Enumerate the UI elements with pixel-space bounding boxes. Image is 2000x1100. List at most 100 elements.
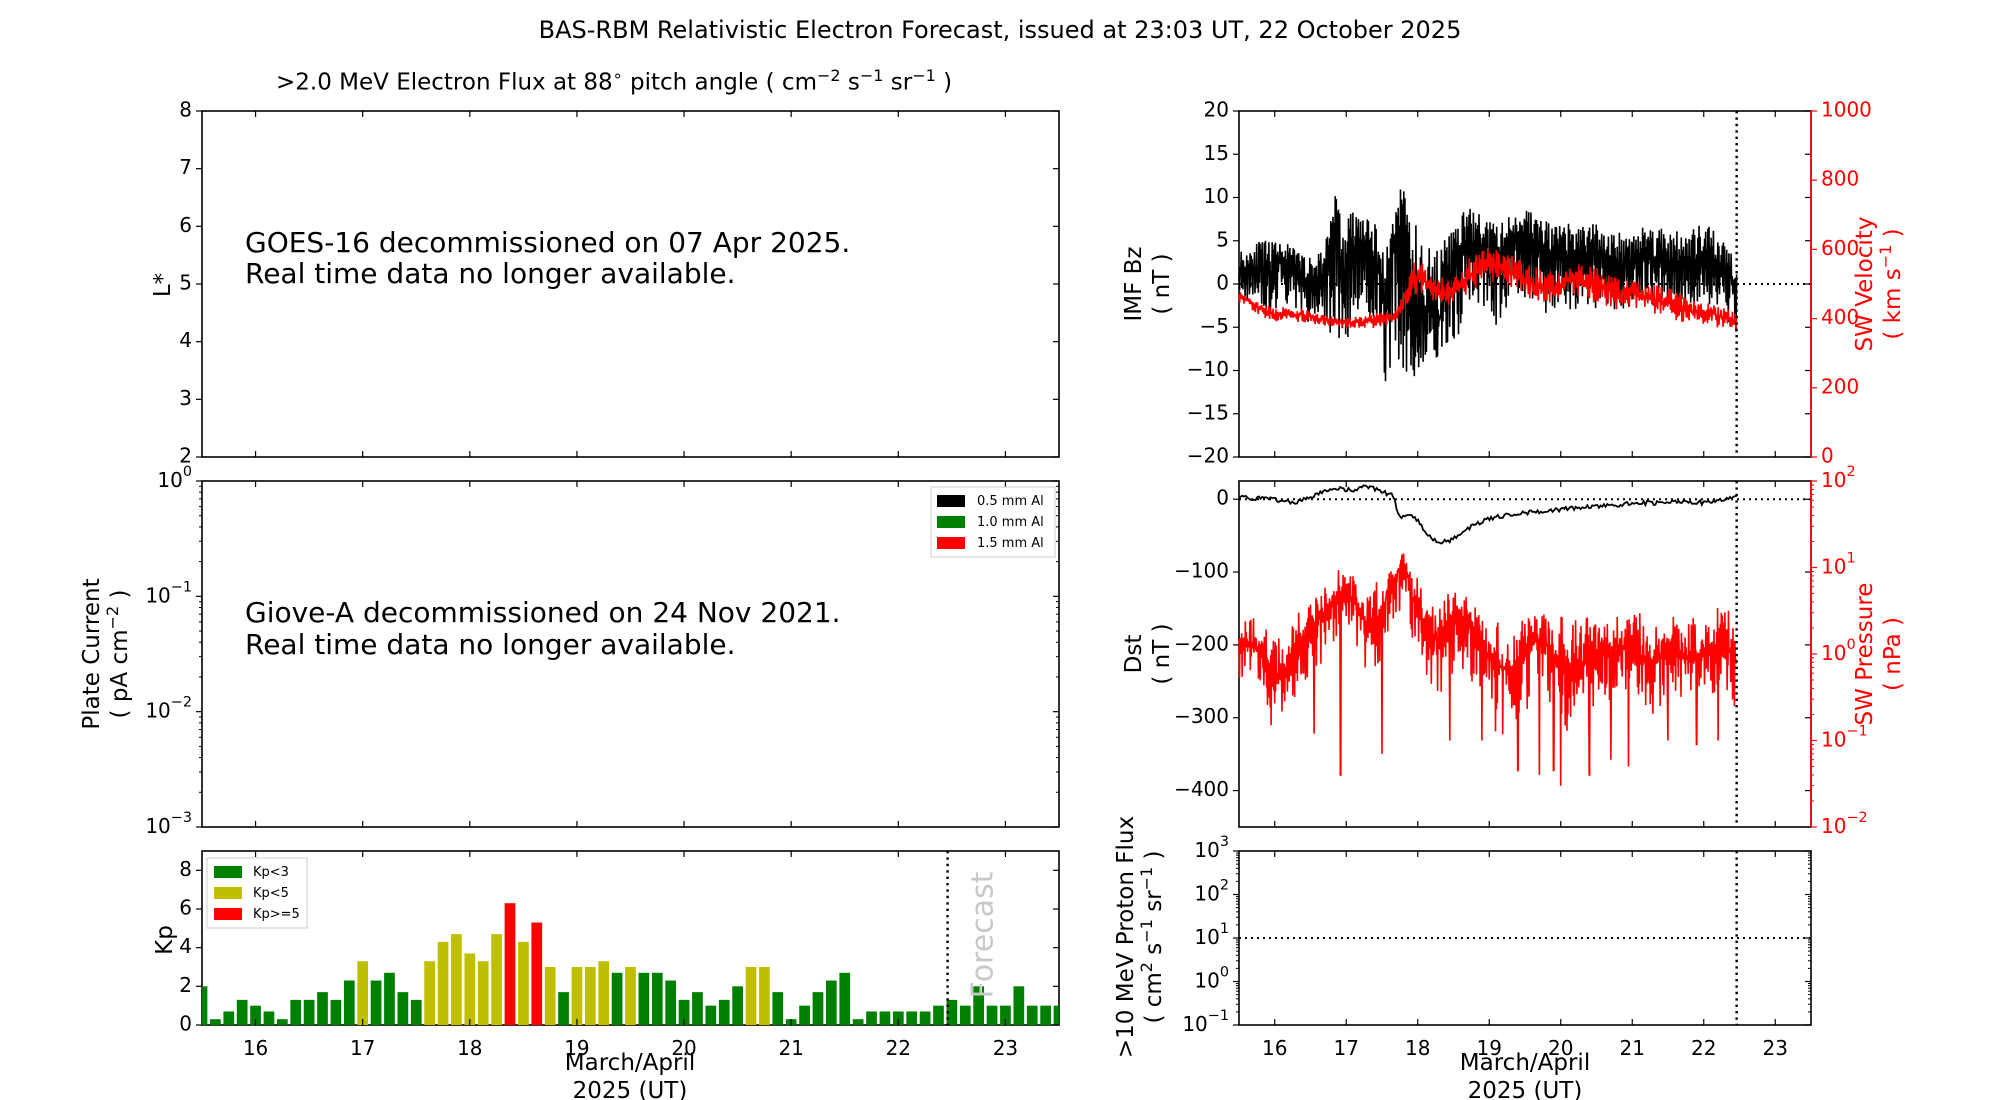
plate-current-ylabel-line2: ( pA cm−2 ): [103, 590, 133, 719]
proton-flux-ytick-label: 10−1: [1182, 1008, 1229, 1036]
kp-bar: [202, 986, 208, 1025]
kp-bar: [959, 1005, 971, 1025]
kp-bar: [410, 999, 422, 1025]
dst-ylabel-line2: ( nT ): [1149, 623, 1175, 684]
kp-bar: [531, 922, 543, 1025]
kp-bar: [892, 1011, 904, 1025]
right-xlabel-line2: 2025 (UT): [1468, 1078, 1583, 1100]
imf-ylabel-line1: IMF Bz: [1121, 246, 1147, 321]
plate-current-legend-swatch: [937, 495, 965, 507]
kp-bar: [1040, 1005, 1051, 1025]
plate-current-legend-label: 1.0 mm Al: [977, 515, 1044, 530]
electron-flux-ytick-label: 6: [179, 213, 192, 237]
imf-bz-series: [1238, 189, 1738, 382]
electron-flux-ytick-label: 3: [179, 386, 192, 410]
kp-bar: [571, 967, 583, 1025]
imf-ytick-label: −10: [1187, 357, 1229, 381]
sw-pressure-series: [1238, 553, 1738, 786]
plate-current-message-line1: Giove-A decommissioned on 24 Nov 2021.: [245, 596, 841, 629]
electron-flux-title-exp3: −1: [912, 66, 936, 85]
sw-pressure-y2tick-label: 10−2: [1821, 810, 1868, 838]
kp-ytick-label: 0: [179, 1012, 192, 1036]
sw-velocity-y2label-line2: ( km s−1 ): [1876, 228, 1906, 339]
proton-flux-ylabel-line2: ( cm2 s−1 sr−1 ): [1137, 850, 1167, 1023]
kp-bar: [705, 1005, 717, 1025]
kp-bar: [370, 980, 382, 1025]
kp-bar: [946, 999, 958, 1025]
kp-legend-swatch: [214, 887, 242, 899]
right-xlabel-line1: March/April: [1460, 1050, 1590, 1076]
kp-bar: [732, 986, 743, 1025]
kp-xtick-label: 23: [993, 1036, 1018, 1060]
electron-flux-ylabel: L*: [150, 273, 176, 297]
sw-velocity-y2label-line1: SW Velocity: [1852, 217, 1878, 352]
imf-ytick-label: −5: [1200, 314, 1229, 338]
kp-legend-swatch: [214, 908, 242, 920]
electron-flux-ytick-label: 4: [179, 328, 192, 352]
plate-current-legend-label: 1.5 mm Al: [977, 536, 1044, 551]
imf-ytick-label: −15: [1187, 400, 1229, 424]
kp-bar: [611, 972, 623, 1025]
sw-velocity-y2tick-label: 0: [1821, 444, 1834, 468]
proton-flux-ytick-label: 101: [1194, 921, 1229, 949]
kp-forecast-label: Forecast: [966, 871, 1001, 998]
electron-flux-title-unit: pitch angle ( cm: [622, 69, 817, 96]
kp-bar: [263, 1011, 275, 1025]
kp-bar: [276, 1019, 288, 1025]
plate-current-frame: [201, 480, 1060, 828]
kp-bar: [772, 992, 784, 1025]
dst-series: [1238, 484, 1737, 545]
kp-bar: [826, 980, 837, 1025]
kp-bar: [919, 1011, 931, 1025]
proton-flux-xtick-label: 17: [1334, 1036, 1359, 1060]
plate-current-legend-label: 0.5 mm Al: [977, 494, 1044, 509]
kp-legend-label: Kp<3: [253, 865, 289, 880]
kp-bar: [357, 961, 369, 1025]
plate-current-ytick-label: 10−3: [145, 810, 192, 838]
kp-legend-label: Kp>=5: [253, 907, 300, 922]
plate-current-ytick-label: 10−1: [145, 579, 192, 607]
kp-bar: [625, 967, 636, 1025]
kp-bar: [759, 967, 770, 1025]
electron-flux-ytick-label: 2: [179, 444, 192, 468]
kp-bar: [544, 967, 556, 1025]
kp-bar: [464, 953, 476, 1025]
imf-ytick-label: 0: [1216, 271, 1229, 295]
kp-bar: [718, 999, 730, 1025]
kp-xtick-label: 20: [671, 1036, 696, 1060]
kp-xtick-label: 17: [350, 1036, 375, 1060]
electron-flux-title-exp1: −2: [816, 66, 841, 85]
kp-bar: [692, 992, 703, 1025]
kp-bar: [236, 999, 248, 1025]
kp-bar: [504, 903, 516, 1025]
kp-bar: [223, 1011, 235, 1025]
kp-bar: [250, 1005, 261, 1025]
kp-bar: [665, 980, 677, 1025]
suptitle: BAS-RBM Relativistic Electron Forecast, …: [538, 16, 1462, 44]
plate-current-message-line2: Real time data no longer available.: [245, 628, 736, 661]
kp-xtick-label: 21: [778, 1036, 803, 1060]
sw-velocity-y2tick-label: 400: [1821, 305, 1859, 329]
kp-bar: [852, 1019, 864, 1025]
proton-flux-xtick-label: 18: [1405, 1036, 1430, 1060]
kp-bar: [799, 1005, 810, 1025]
kp-bar: [477, 961, 489, 1025]
kp-ylabel: Kp: [152, 925, 178, 955]
kp-bar: [384, 972, 395, 1025]
dst-ytick-label: −200: [1174, 631, 1229, 655]
proton-flux-xtick-label: 16: [1262, 1036, 1287, 1060]
sw-velocity-y2tick-label: 1000: [1821, 98, 1872, 122]
kp-bar: [651, 972, 663, 1025]
plate-current-legend-swatch: [937, 537, 965, 549]
kp-bar: [986, 1005, 998, 1025]
kp-bar: [933, 1005, 944, 1025]
kp-legend-swatch: [214, 866, 242, 878]
kp-bar: [518, 941, 529, 1025]
dst-ytick-label: −100: [1174, 559, 1229, 583]
electron-flux-message-line2: Real time data no longer available.: [245, 257, 736, 290]
proton-flux-xtick-label: 20: [1548, 1036, 1573, 1060]
imf-ytick-label: 15: [1204, 141, 1229, 165]
kp-bar: [558, 992, 569, 1025]
proton-flux-ytick-label: 100: [1194, 965, 1229, 993]
